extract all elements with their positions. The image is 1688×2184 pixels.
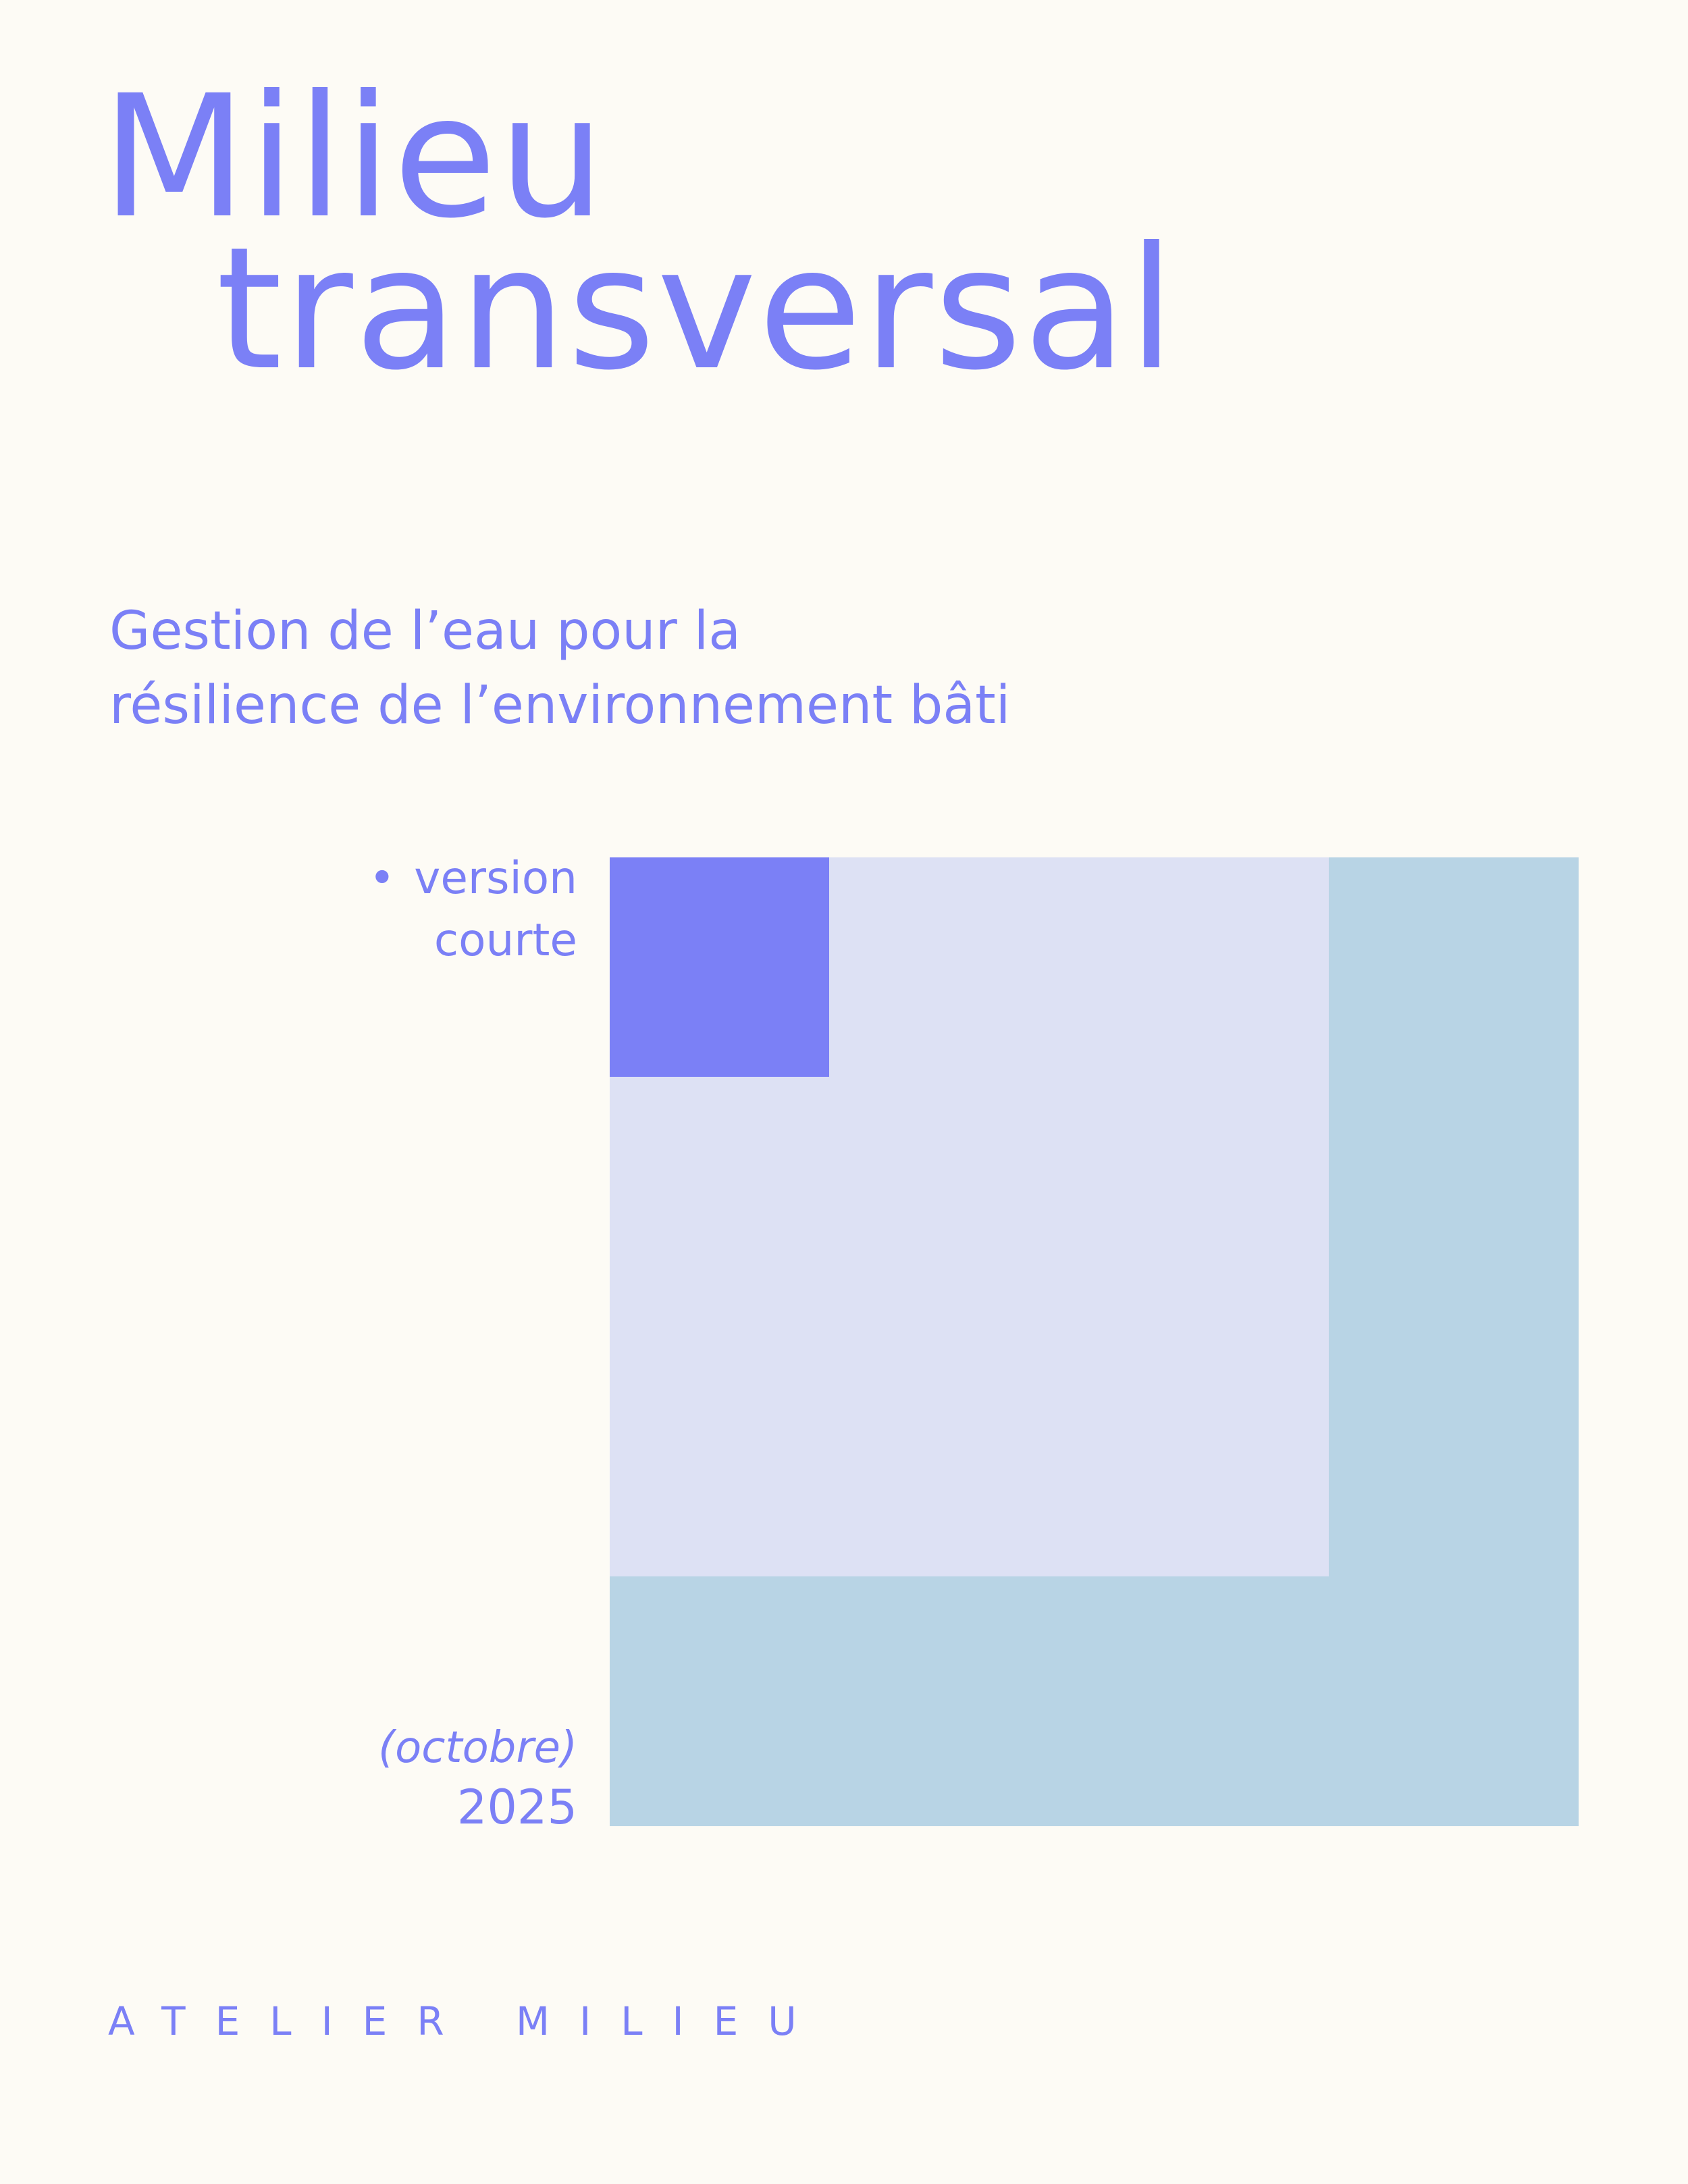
title-line-2: transversal [216,211,1177,407]
subtitle-line-2: résilience de l’environnement bâti [109,675,1011,736]
subtitle-line-1: Gestion de l’eau pour la [109,601,741,662]
date-year: 2025 [456,1780,577,1835]
inner-square [610,857,829,1077]
bullet-icon: • [369,852,396,904]
version-label: • version courte [369,847,577,971]
document-title: Milieu transversal [101,59,1177,407]
document-subtitle: Gestion de l’eau pour la résilience de l… [109,594,1325,743]
title-line-1: Milieu [101,59,607,255]
publication-date: (octobre) 2025 [378,1718,577,1837]
date-month: (octobre) [378,1723,577,1773]
version-label-line-1: version [414,852,577,904]
version-label-line-2: courte [433,914,577,966]
publisher-name: ATELIER MILIEU [108,1998,826,2044]
